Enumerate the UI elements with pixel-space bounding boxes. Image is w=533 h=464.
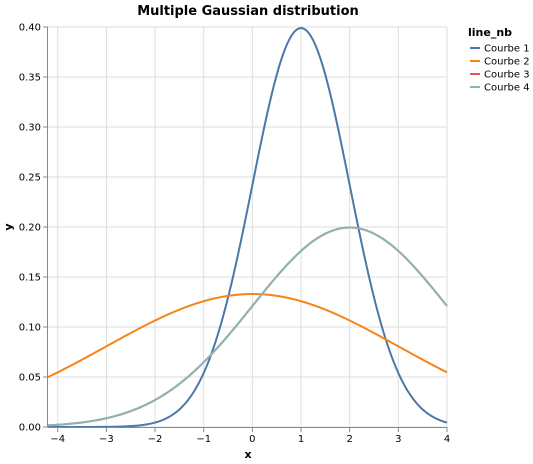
y-tick-label: 0.20 xyxy=(19,223,41,234)
x-tick-label: −3 xyxy=(99,434,114,445)
x-tick: 0 xyxy=(249,427,256,445)
y-tick-label: 0.00 xyxy=(19,423,41,434)
x-tick: 4 xyxy=(444,427,450,445)
y-axis-title: y xyxy=(2,223,15,230)
x-tick: −4 xyxy=(50,427,65,445)
y-tick: 0.30 xyxy=(19,123,48,134)
y-tick: 0.20 xyxy=(19,223,48,234)
y-tick: 0.25 xyxy=(19,173,48,184)
x-tick-label: 3 xyxy=(395,434,401,445)
x-tick: 3 xyxy=(395,427,402,445)
series-line xyxy=(47,226,448,427)
y-tick-label: 0.40 xyxy=(19,23,41,34)
y-tick: 0.00 xyxy=(19,423,48,434)
legend-entry: Courbe 4 xyxy=(470,83,530,94)
legend-title: line_nb xyxy=(468,26,512,39)
y-tick: 0.15 xyxy=(19,273,48,284)
x-tick-label: 2 xyxy=(346,434,352,445)
x-tick: −1 xyxy=(196,427,211,445)
x-tick-label: 1 xyxy=(298,434,304,445)
legend-entry: Courbe 3 xyxy=(470,70,530,81)
y-tick-label: 0.25 xyxy=(19,173,41,184)
series-line xyxy=(47,226,448,427)
x-tick: −2 xyxy=(148,427,163,445)
axes: −4 −3 −2 −1 0 1 2 3 4 0.00 0.05 0.10 0.15 0.20 0.25 0.3… xyxy=(19,23,450,446)
x-tick-label: −4 xyxy=(50,434,65,445)
x-tick-label: −2 xyxy=(148,434,163,445)
y-tick: 0.40 xyxy=(19,23,48,34)
y-tick-label: 0.05 xyxy=(19,373,41,384)
x-tick: 1 xyxy=(298,427,304,445)
legend-entry: Courbe 1 xyxy=(470,44,530,55)
y-tick-label: 0.15 xyxy=(19,273,41,284)
series-line xyxy=(48,27,448,428)
legend-label: Courbe 4 xyxy=(484,83,530,94)
legend-label: Courbe 3 xyxy=(484,70,530,81)
y-tick: 0.10 xyxy=(19,323,48,334)
y-tick: 0.35 xyxy=(19,73,48,84)
chart-title: Multiple Gaussian distribution xyxy=(137,4,359,19)
y-tick-label: 0.35 xyxy=(19,73,41,84)
x-tick-label: 4 xyxy=(444,434,450,445)
legend-label: Courbe 1 xyxy=(484,44,530,55)
series-lines xyxy=(47,27,448,428)
legend-entry: Courbe 2 xyxy=(470,57,530,68)
x-axis-title: x xyxy=(244,448,251,461)
grid xyxy=(48,26,448,428)
x-tick-label: −1 xyxy=(196,434,211,445)
x-tick: −3 xyxy=(99,427,114,445)
y-tick-label: 0.30 xyxy=(19,123,41,134)
y-tick-label: 0.10 xyxy=(19,323,41,334)
series-line xyxy=(47,293,448,378)
x-tick: 2 xyxy=(346,427,353,445)
legend-label: Courbe 2 xyxy=(484,57,530,68)
x-tick-label: 0 xyxy=(249,434,255,445)
legend: line_nb Courbe 1 Courbe 2 Courbe 3 Courbe 4 xyxy=(468,26,530,94)
y-tick: 0.05 xyxy=(19,373,48,384)
